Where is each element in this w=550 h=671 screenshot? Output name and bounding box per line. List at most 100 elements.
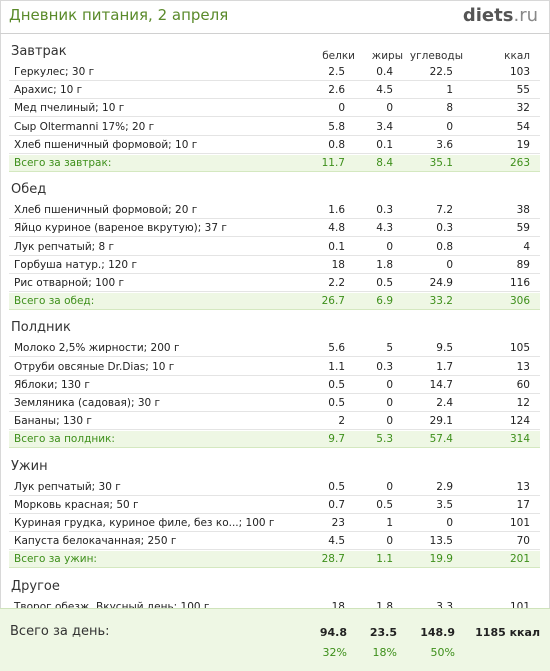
- day-total-fat: 23.5: [369, 626, 397, 639]
- fat-value: 4.3: [376, 222, 393, 235]
- protein-value: 0.1: [328, 240, 345, 253]
- section-title: Полдник: [11, 320, 71, 336]
- page-title: Дневник питания, 2 апреля: [9, 6, 229, 24]
- food-row[interactable]: Горбуша натур.; 120 г 18 1.8 0 89: [9, 257, 540, 274]
- food-row[interactable]: Земляника (садовая); 30 г 0.5 0 2.4 12: [9, 395, 540, 412]
- protein-value: 0.8: [328, 138, 345, 151]
- protein-value: 2.6: [328, 84, 345, 97]
- fat-value: 0.4: [376, 66, 393, 78]
- kcal-value: 13: [516, 480, 530, 493]
- food-name: Бананы; 130 г: [14, 415, 92, 428]
- fat-value: 8.4: [376, 157, 393, 169]
- site-logo[interactable]: diets.ru: [463, 5, 538, 26]
- fat-value: 0: [386, 397, 393, 409]
- food-name: Рис отварной; 100 г: [14, 277, 124, 289]
- kcal-value: 101: [509, 517, 530, 529]
- fat-value: 6.9: [376, 295, 393, 308]
- kcal-value: 12: [516, 397, 530, 409]
- food-row[interactable]: Лук репчатый; 8 г 0.1 0 0.8 4: [9, 239, 540, 256]
- food-name: Горбуша натур.; 120 г: [14, 258, 137, 271]
- fat-value: 0.5: [376, 498, 393, 511]
- food-name: Геркулес; 30 г: [14, 66, 95, 78]
- day-total-kcal: 1185 ккал: [475, 626, 540, 639]
- total-label: Всего за обед:: [14, 295, 95, 308]
- food-name: Лук репчатый; 8 г: [14, 240, 115, 253]
- food-row[interactable]: Капуста белокачанная; 250 г 4.5 0 13.5 70: [9, 533, 540, 551]
- food-name: Капуста белокачанная; 250 г: [14, 535, 177, 548]
- section-title: Обед: [11, 182, 47, 198]
- carbs-value: 22.5: [429, 66, 453, 78]
- protein-value: 2.2: [328, 277, 345, 289]
- food-row[interactable]: Отруби овсяные Dr.Dias; 10 г 1.1 0.3 1.7 13: [9, 359, 540, 376]
- fat-value: 1.1: [376, 553, 393, 566]
- food-row[interactable]: Куриная грудка, куриное филе, без ко...;…: [9, 515, 540, 532]
- carbs-value: 0.8: [436, 240, 453, 253]
- food-row[interactable]: Сыр Oltermanni 17%; 20 г 5.8 3.4 0 54: [9, 119, 540, 136]
- food-name: Яблоки; 130 г: [14, 378, 90, 391]
- kcal-value: 32: [516, 102, 530, 115]
- fat-value: 0.1: [376, 138, 393, 151]
- fat-value: 0: [386, 535, 393, 548]
- kcal-value: 17: [516, 498, 530, 511]
- protein-value: 11.7: [321, 157, 345, 169]
- total-label: Всего за ужин:: [14, 553, 97, 566]
- food-row[interactable]: Бананы; 130 г 2 0 29.1 124: [9, 413, 540, 431]
- day-carbs-pct: 50%: [430, 646, 455, 659]
- protein-value: 2: [338, 415, 345, 428]
- fat-value: 5.3: [376, 433, 393, 446]
- food-row[interactable]: Хлеб пшеничный формовой; 20 г 1.6 0.3 7.2 38: [9, 202, 540, 220]
- fat-value: 1.8: [376, 258, 393, 271]
- fat-value: 0: [386, 480, 393, 493]
- food-row[interactable]: Рис отварной; 100 г 2.2 0.5 24.9 116: [9, 275, 540, 292]
- food-row[interactable]: Молоко 2,5% жирности; 200 г 5.6 5 9.5 105: [9, 340, 540, 358]
- fat-value: 4.5: [376, 84, 393, 97]
- day-total-protein: 94.8: [319, 626, 347, 639]
- protein-value: 0.7: [328, 498, 345, 511]
- carbs-value: 2.4: [436, 397, 453, 409]
- carbs-value: 35.1: [429, 157, 453, 169]
- kcal-value: 124: [509, 415, 530, 428]
- fat-value: 1: [386, 517, 393, 529]
- section-total-row: Всего за обед: 26.7 6.9 33.2 306: [9, 293, 540, 311]
- food-row[interactable]: Арахис; 10 г 2.6 4.5 1 55: [9, 82, 540, 100]
- fat-value: 0.5: [376, 277, 393, 289]
- carbs-value: 19.9: [429, 553, 453, 566]
- food-row[interactable]: Геркулес; 30 г 2.5 0.4 22.5 103: [9, 64, 540, 81]
- logo-tld: .ru: [513, 5, 538, 26]
- food-row[interactable]: Хлеб пшеничный формовой; 10 г 0.8 0.1 3.6 19: [9, 137, 540, 154]
- protein-value: 0.5: [328, 397, 345, 409]
- food-row[interactable]: Лук репчатый; 30 г 0.5 0 2.9 13: [9, 479, 540, 496]
- kcal-value: 314: [509, 433, 530, 446]
- kcal-value: 105: [509, 342, 530, 355]
- protein-value: 1.6: [328, 204, 345, 217]
- col-kcal: ккал: [504, 50, 530, 62]
- food-name: Арахис; 10 г: [14, 84, 83, 97]
- fat-value: 0: [386, 240, 393, 253]
- food-row[interactable]: Морковь красная; 50 г 0.7 0.5 3.5 17: [9, 497, 540, 514]
- food-name: Хлеб пшеничный формовой; 20 г: [14, 204, 198, 217]
- protein-value: 0.5: [328, 480, 345, 493]
- kcal-value: 89: [516, 258, 530, 271]
- kcal-value: 4: [523, 240, 530, 253]
- day-total-carbs: 148.9: [420, 626, 455, 639]
- fat-value: 0: [386, 415, 393, 428]
- fat-value: 0: [386, 378, 393, 391]
- total-label: Всего за полдник:: [14, 433, 115, 446]
- food-name: Земляника (садовая); 30 г: [14, 397, 161, 409]
- kcal-value: 103: [509, 66, 530, 78]
- carbs-value: 3.5: [436, 498, 453, 511]
- food-name: Лук репчатый; 30 г: [14, 480, 121, 493]
- carbs-value: 24.9: [429, 277, 453, 289]
- food-row[interactable]: Мед пчелиный; 10 г 0 0 8 32: [9, 100, 540, 118]
- food-name: Морковь красная; 50 г: [14, 498, 139, 511]
- section-total-row: Всего за завтрак: 11.7 8.4 35.1 263: [9, 155, 540, 172]
- section-total-row: Всего за полдник: 9.7 5.3 57.4 314: [9, 431, 540, 449]
- protein-value: 5.6: [328, 342, 345, 355]
- food-row[interactable]: Яблоки; 130 г 0.5 0 14.7 60: [9, 377, 540, 394]
- kcal-value: 263: [509, 157, 530, 169]
- food-name: Куриная грудка, куриное филе, без ко...;…: [14, 517, 275, 529]
- protein-value: 4.5: [328, 535, 345, 548]
- food-row[interactable]: Яйцо куриное (вареное вкрутую); 37 г 4.8 4…: [9, 220, 540, 238]
- carbs-value: 7.2: [436, 204, 453, 217]
- food-name: Мед пчелиный; 10 г: [14, 102, 125, 115]
